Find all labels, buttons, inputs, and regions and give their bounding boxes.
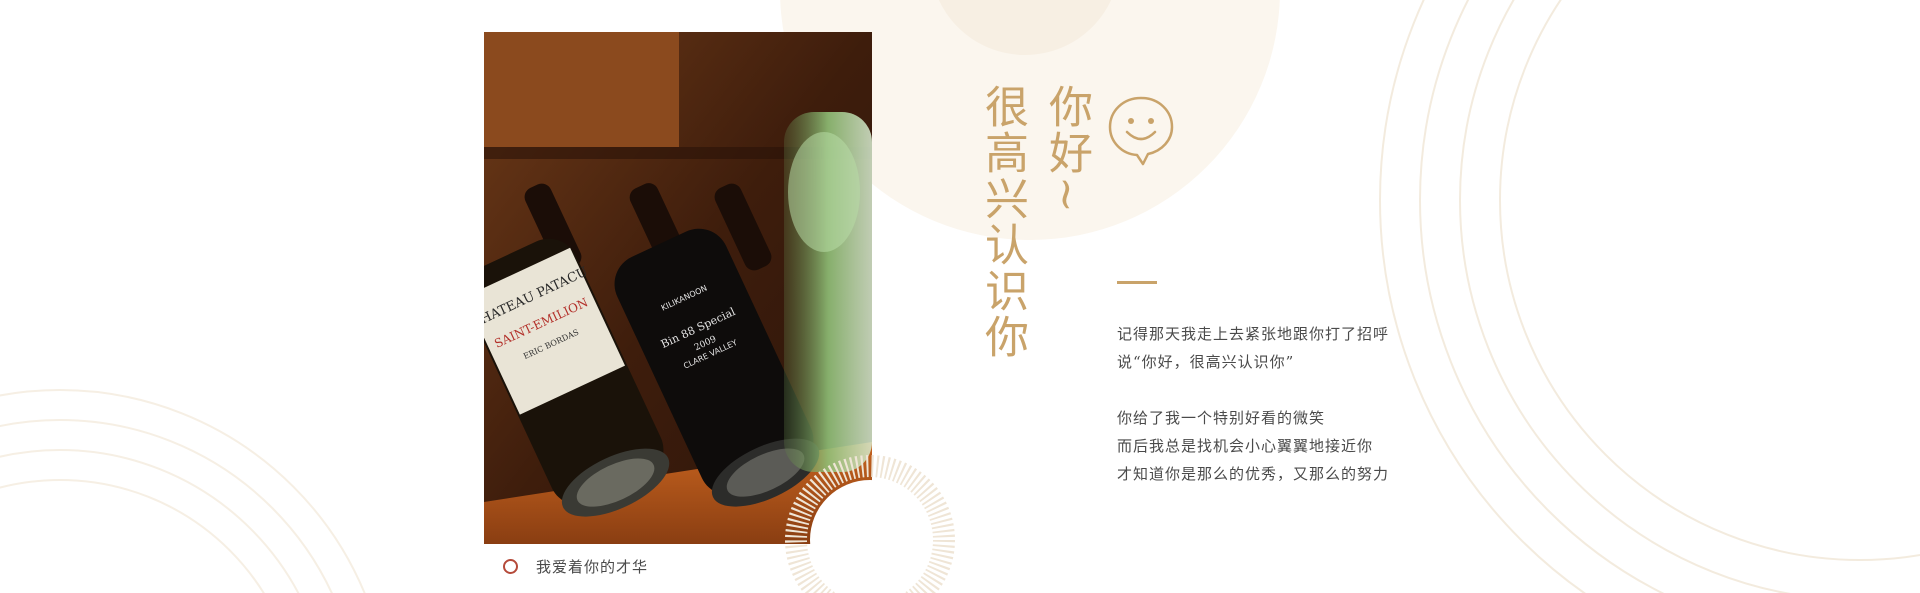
caption-circle-icon (503, 559, 518, 574)
title-greeting: 你好~ (1041, 84, 1092, 215)
caption-text: 我爱着你的才华 (536, 558, 649, 576)
accent-divider (1117, 281, 1157, 284)
poem-line: 而后我总是找机会小心翼翼地接近你 (1117, 437, 1374, 455)
poem-line: 才知道你是那么的优秀，又那么的努力 (1117, 465, 1390, 483)
title-nice-to-meet: 很高兴认识你 (977, 84, 1028, 360)
poem-text: 记得那天我走上去紧张地跟你打了招呼 说“你好，很高兴认识你” 你给了我一个特别好… (1117, 320, 1389, 488)
poem-line: 说“你好，很高兴认识你” (1117, 353, 1295, 371)
poem-line: 你给了我一个特别好看的微笑 (1117, 409, 1326, 427)
photo-caption: 我爱着你的才华 (503, 556, 648, 577)
poem-line: 记得那天我走上去紧张地跟你打了招呼 (1117, 325, 1390, 343)
stanza-gap (1117, 376, 1389, 404)
wine-bottles-photo: CHATEAU PATACU SAINT-EMILION ERIC BORDAS… (484, 32, 872, 544)
smiling-speech-bubble-icon (1108, 96, 1174, 166)
decorative-ring (785, 455, 955, 593)
